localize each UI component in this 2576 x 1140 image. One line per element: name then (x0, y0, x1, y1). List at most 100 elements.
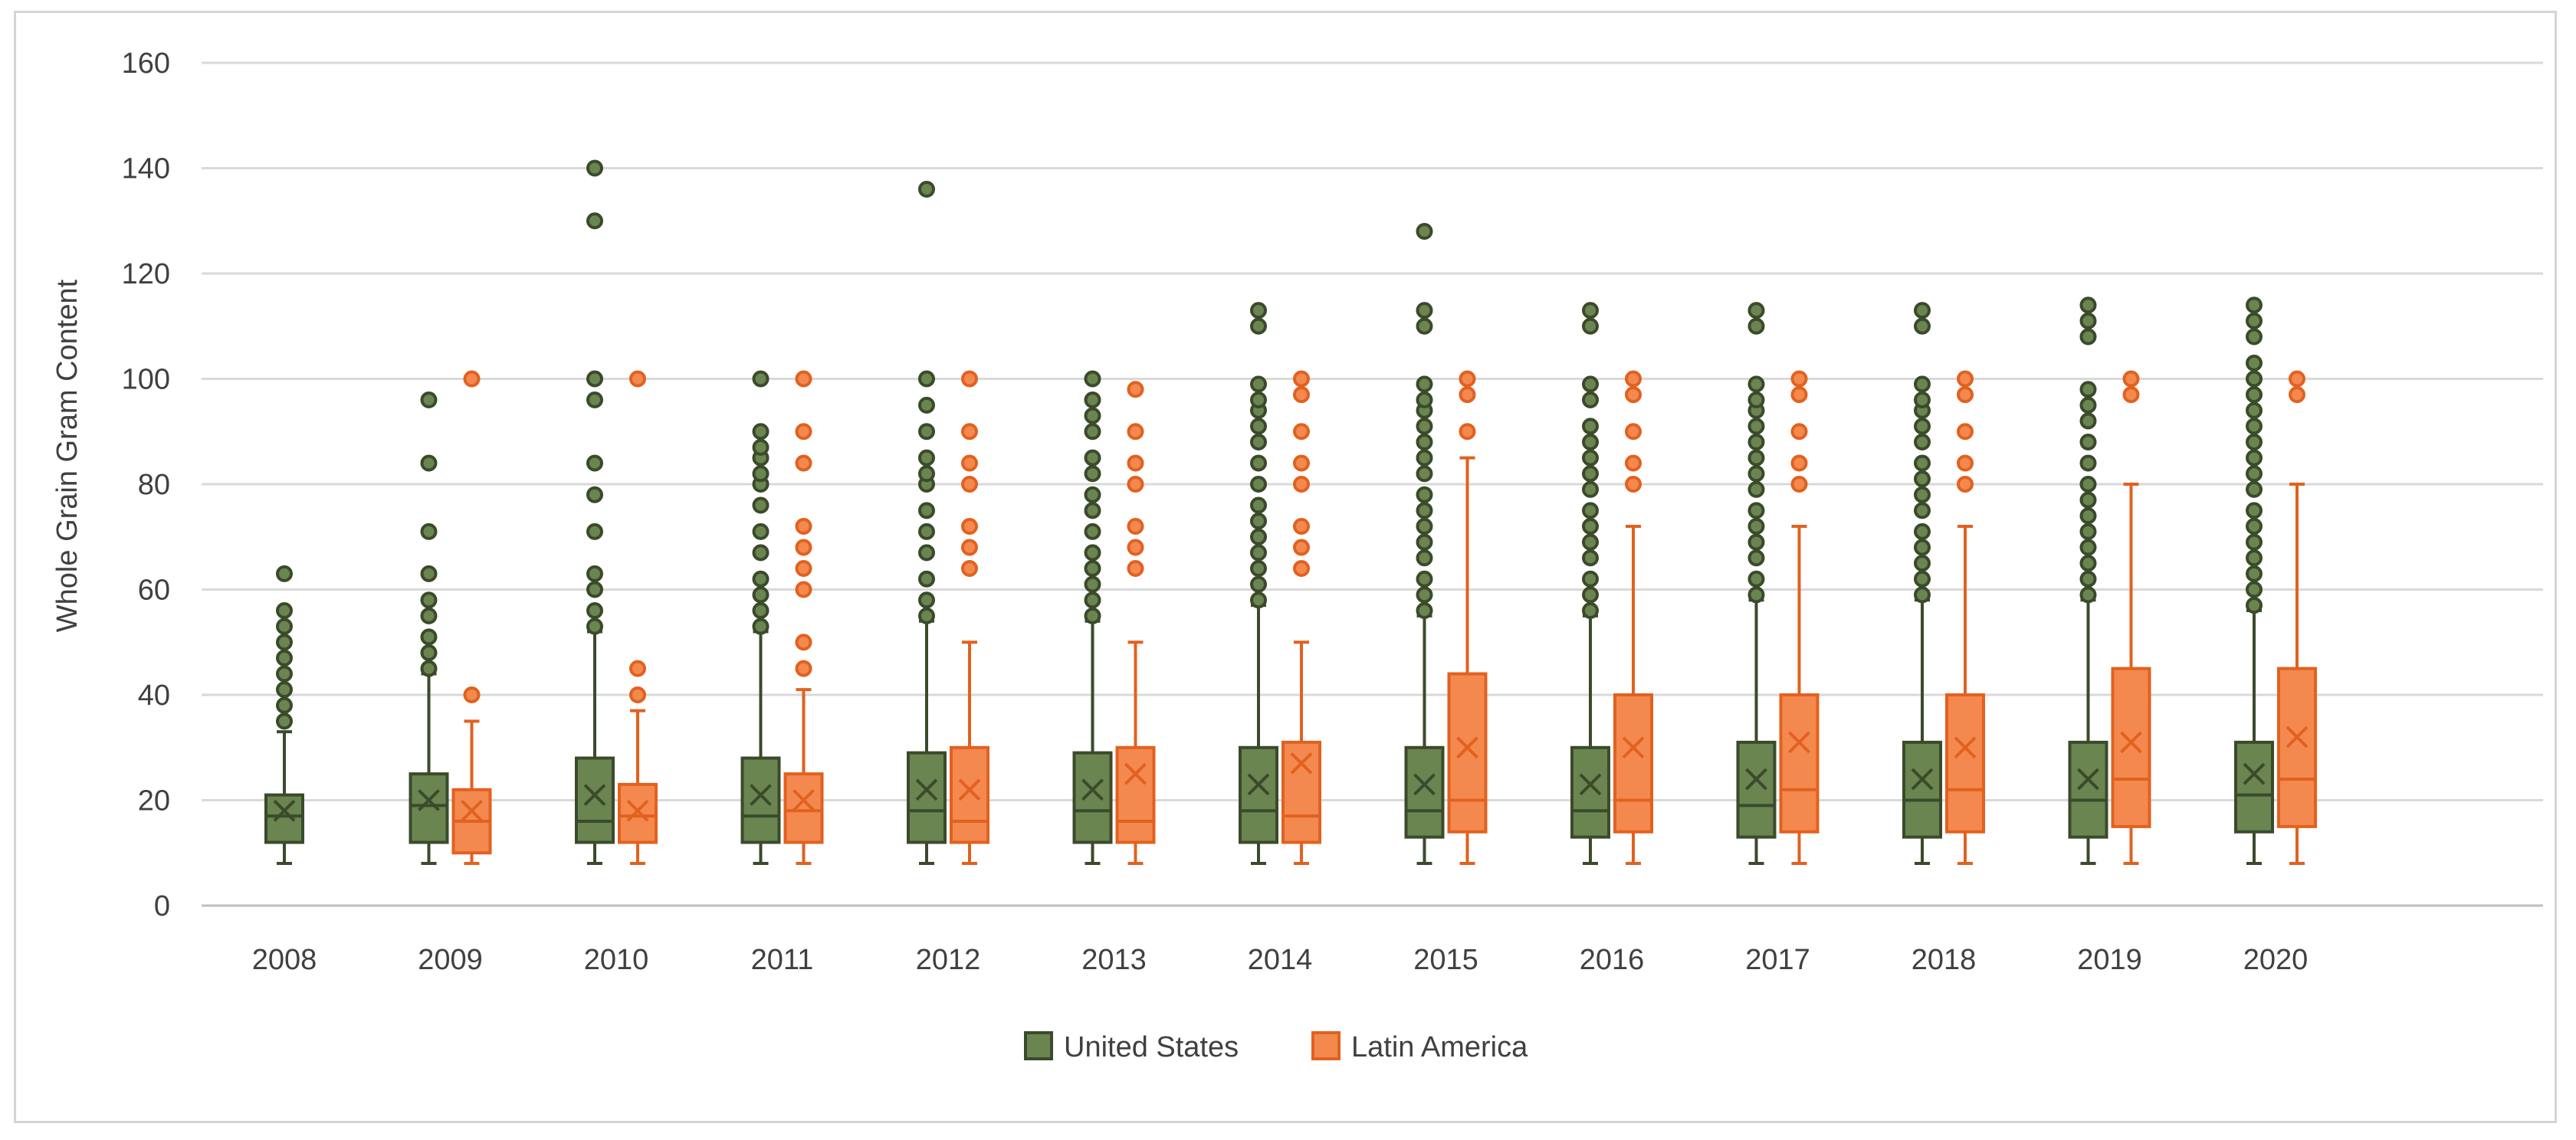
outlier-point (1416, 533, 1433, 551)
x-tick-label-2011: 2011 (751, 944, 814, 976)
mean-marker (461, 799, 483, 822)
outlier-point (752, 370, 770, 388)
outlier-point (1084, 560, 1101, 577)
outlier-point (1250, 496, 1267, 514)
outlier-point (420, 565, 438, 582)
box-us-2018 (1902, 302, 1942, 865)
outlier-point (1459, 423, 1476, 441)
outlier-point (2246, 434, 2263, 450)
outlier-point (2079, 454, 2097, 472)
mean-marker (1911, 768, 1934, 791)
outlier-point (1747, 518, 1765, 535)
outlier-point (586, 391, 603, 408)
outlier-point (1914, 486, 1931, 503)
y-tick-label-60: 60 (138, 575, 170, 607)
outlier-point (1084, 502, 1101, 519)
mean-marker (1954, 736, 1977, 759)
box-iqr (2068, 740, 2108, 839)
outlier-point (276, 696, 293, 714)
outlier-point (1084, 607, 1101, 624)
mean-marker (583, 784, 606, 807)
box-iqr (264, 793, 304, 844)
box-latam-2020 (2277, 370, 2317, 865)
outlier-point (1084, 591, 1101, 609)
outlier-point (795, 581, 812, 598)
outlier-point (918, 423, 935, 441)
outlier-point (1957, 386, 1974, 404)
box-latam-2016 (1613, 370, 1653, 865)
box-iqr (2277, 667, 2317, 828)
outlier-point (420, 660, 438, 677)
outlier-point (1957, 476, 1974, 493)
outlier-point (1084, 407, 1101, 424)
outlier-point (420, 522, 438, 540)
outlier-point (1582, 549, 1599, 567)
outlier-point (276, 665, 293, 683)
outlier-point (2079, 522, 2097, 540)
outlier-point (1582, 449, 1599, 467)
outlier-point (1416, 375, 1433, 393)
outlier-point (1127, 476, 1144, 493)
mean-marker (418, 789, 440, 811)
outlier-point (1582, 518, 1599, 535)
outlier-point (1459, 386, 1476, 404)
outlier-point (1914, 586, 1931, 604)
x-tick-label-2013: 2013 (1081, 944, 1147, 976)
box-latam-2013 (1115, 381, 1156, 865)
outlier-point (1914, 302, 1931, 319)
outlier-point (1084, 423, 1101, 441)
outlier-point (2246, 502, 2263, 519)
mean-marker (1081, 778, 1104, 801)
box-latam-2014 (1281, 370, 1321, 865)
outlier-point (752, 423, 770, 441)
outlier-point (276, 649, 293, 667)
legend: United States Latin America (1024, 1031, 1528, 1063)
outlier-point (1747, 570, 1765, 588)
outlier-point (1790, 386, 1808, 404)
outlier-point (1293, 386, 1310, 404)
mean-marker (1456, 736, 1478, 759)
box-us-2014 (1239, 302, 1278, 865)
outlier-point (752, 465, 770, 483)
x-tick-label-2015: 2015 (1413, 944, 1478, 976)
box-latam-2015 (1447, 370, 1488, 865)
outlier-point (586, 581, 603, 598)
outlier-point (1957, 370, 1974, 388)
mean-marker (626, 799, 649, 822)
box-iqr (1447, 672, 1488, 834)
outlier-point (2079, 586, 2097, 604)
outlier-point (1747, 465, 1765, 483)
outlier-point (1582, 586, 1599, 604)
outlier-point (1250, 476, 1267, 493)
outlier-point (1747, 434, 1765, 450)
mean-marker (1579, 773, 1602, 796)
y-tick-label-120: 120 (122, 258, 170, 290)
outlier-point (961, 539, 978, 556)
outlier-point (1250, 560, 1267, 577)
outlier-point (1293, 370, 1310, 388)
outlier-point (1747, 502, 1765, 519)
outlier-point (1250, 391, 1267, 408)
outlier-point (1625, 476, 1642, 493)
outlier-point (795, 454, 812, 472)
outlier-point (1416, 418, 1433, 435)
outlier-point (795, 370, 812, 388)
outlier-point (1127, 560, 1144, 577)
outlier-point (1084, 544, 1101, 562)
mean-marker (1413, 773, 1436, 796)
outlier-point (1790, 423, 1808, 441)
y-tick-label-0: 0 (154, 890, 170, 922)
outlier-point (1957, 454, 1974, 472)
outlier-point (918, 607, 935, 624)
box-latam-2019 (2111, 370, 2151, 865)
outlier-point (1747, 533, 1765, 551)
box-iqr (740, 756, 781, 844)
outlier-point (586, 522, 603, 540)
outlier-point (1582, 434, 1599, 450)
outlier-point (1416, 570, 1433, 588)
outlier-point (1293, 539, 1310, 556)
outlier-point (2246, 480, 2263, 498)
outlier-point (752, 618, 770, 635)
mean-marker (273, 799, 296, 822)
